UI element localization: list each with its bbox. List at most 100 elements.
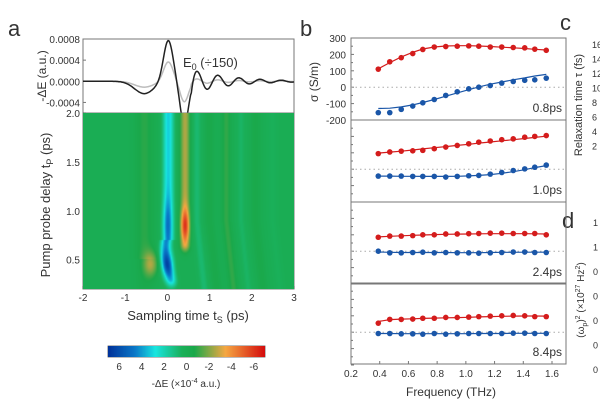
colorbar-tick-label: 6	[116, 362, 122, 373]
data-point-real	[521, 45, 528, 51]
data-point-real	[475, 230, 482, 237]
data-point-real	[487, 313, 494, 319]
ytick-label: 200	[329, 50, 346, 61]
xtick-label: 1.0	[459, 369, 473, 380]
data-point-imag	[375, 173, 382, 179]
data-point-real	[409, 148, 416, 154]
xtick-label: 0	[165, 293, 171, 304]
subpanel-2.4ps: 2.4ps	[350, 201, 567, 285]
heatmap-image	[83, 113, 294, 289]
panel-b-conductivity: 0.8ps 1.0ps 2.4ps 8.4ps	[350, 37, 567, 366]
xtick-label: 0.8	[430, 369, 444, 380]
colorbar-ticks: 6 4 2 0 -2 -4 -6	[116, 362, 258, 373]
xtick-label: 1	[207, 293, 213, 304]
subpanel-8.4ps: 8.4ps	[350, 282, 567, 366]
panel-c-relaxation: Relaxation time τ (fs) 16 14 12 10 8 6 4 2	[573, 40, 600, 156]
data-point-imag	[442, 92, 449, 99]
data-point-imag	[531, 77, 538, 83]
data-point-real	[543, 132, 550, 139]
data-point-imag	[475, 84, 482, 90]
data-point-imag	[375, 248, 382, 254]
subpanel-delay-label: 8.4ps	[533, 345, 562, 359]
data-point-imag	[510, 249, 517, 255]
data-point-real	[510, 136, 517, 142]
data-point-imag	[398, 250, 405, 256]
data-point-imag	[510, 78, 517, 85]
fit-line-imag	[378, 165, 547, 177]
data-point-real	[510, 44, 517, 51]
data-point-real	[442, 231, 449, 237]
data-point-real	[409, 232, 416, 239]
colorbar-tick-label: -4	[227, 362, 236, 373]
data-point-real	[465, 43, 472, 49]
data-point-imag	[465, 250, 472, 256]
ytick-label: 1.5	[66, 158, 80, 169]
data-point-real	[487, 44, 494, 50]
data-point-real	[419, 46, 426, 53]
data-point-imag	[442, 249, 449, 256]
data-point-imag	[442, 174, 449, 180]
data-point-imag	[409, 103, 416, 109]
data-point-real	[465, 314, 472, 320]
data-point-real	[419, 315, 426, 322]
ytick-label: -200	[326, 116, 346, 127]
ytick-label: 100	[329, 67, 346, 78]
data-point-imag	[409, 173, 416, 180]
data-point-imag	[487, 250, 494, 256]
data-point-imag	[386, 109, 393, 116]
ytick-label: 1.0	[66, 207, 80, 218]
data-point-imag	[386, 250, 393, 256]
ytick-label: 2.0	[66, 109, 80, 120]
data-point-real	[543, 232, 550, 238]
ytick-label: -0.0004	[46, 98, 80, 109]
xtick-label: 1.4	[516, 369, 530, 380]
data-point-real	[375, 320, 382, 326]
panel-d-ylabel: (ωp)2 (×1027 Hz2)	[575, 262, 589, 337]
data-point-imag	[521, 249, 528, 255]
data-point-imag	[419, 249, 426, 255]
data-point-real	[475, 139, 482, 145]
ytick-label: 300	[329, 34, 346, 45]
data-point-imag	[498, 80, 505, 86]
data-point-real	[431, 145, 438, 152]
data-point-imag	[465, 86, 472, 92]
data-point-real	[409, 50, 416, 57]
data-point-real	[419, 147, 426, 154]
ytick-label: 0	[593, 316, 598, 326]
data-point-real	[498, 230, 505, 236]
data-point-real	[487, 230, 494, 236]
ytick-label: 0	[340, 83, 346, 94]
data-point-real	[375, 66, 382, 72]
panel-b-xlabel: Frequency (THz)	[406, 385, 496, 399]
data-point-real	[498, 44, 505, 50]
subpanel-0.8ps: 0.8ps	[350, 37, 567, 121]
xtick-label: 0.2	[344, 369, 358, 380]
data-point-imag	[431, 250, 438, 256]
data-point-imag	[419, 331, 426, 337]
data-point-real	[475, 43, 482, 49]
fit-line-real	[378, 45, 547, 70]
ytick-label: 0.0008	[49, 35, 80, 46]
data-point-imag	[543, 75, 550, 81]
panel-b-xticks: 0.2 0.4 0.6 0.8 1.0 1.2 1.4 1.6	[344, 361, 559, 380]
data-point-imag	[487, 330, 494, 337]
xtick-label: -1	[121, 293, 130, 304]
data-point-real	[531, 230, 538, 237]
ytick-label: 0.0004	[49, 56, 80, 67]
data-point-imag	[398, 173, 405, 179]
data-point-real	[465, 230, 472, 237]
data-point-imag	[475, 250, 482, 256]
data-point-real	[442, 144, 449, 150]
panel-label-a: a	[8, 16, 21, 41]
panel-label-c: c	[560, 10, 571, 35]
data-point-imag	[386, 173, 393, 179]
data-point-real	[442, 43, 449, 50]
panel-a-top-ylabel: -ΔE (a.u.)	[35, 50, 49, 101]
data-point-imag	[431, 173, 438, 180]
data-point-real	[454, 43, 461, 49]
ytick-label: 16	[592, 40, 600, 50]
xtick-label: 0.6	[401, 369, 415, 380]
data-point-real	[465, 140, 472, 147]
fit-line-real	[378, 135, 547, 154]
xtick-label: 2	[249, 293, 255, 304]
